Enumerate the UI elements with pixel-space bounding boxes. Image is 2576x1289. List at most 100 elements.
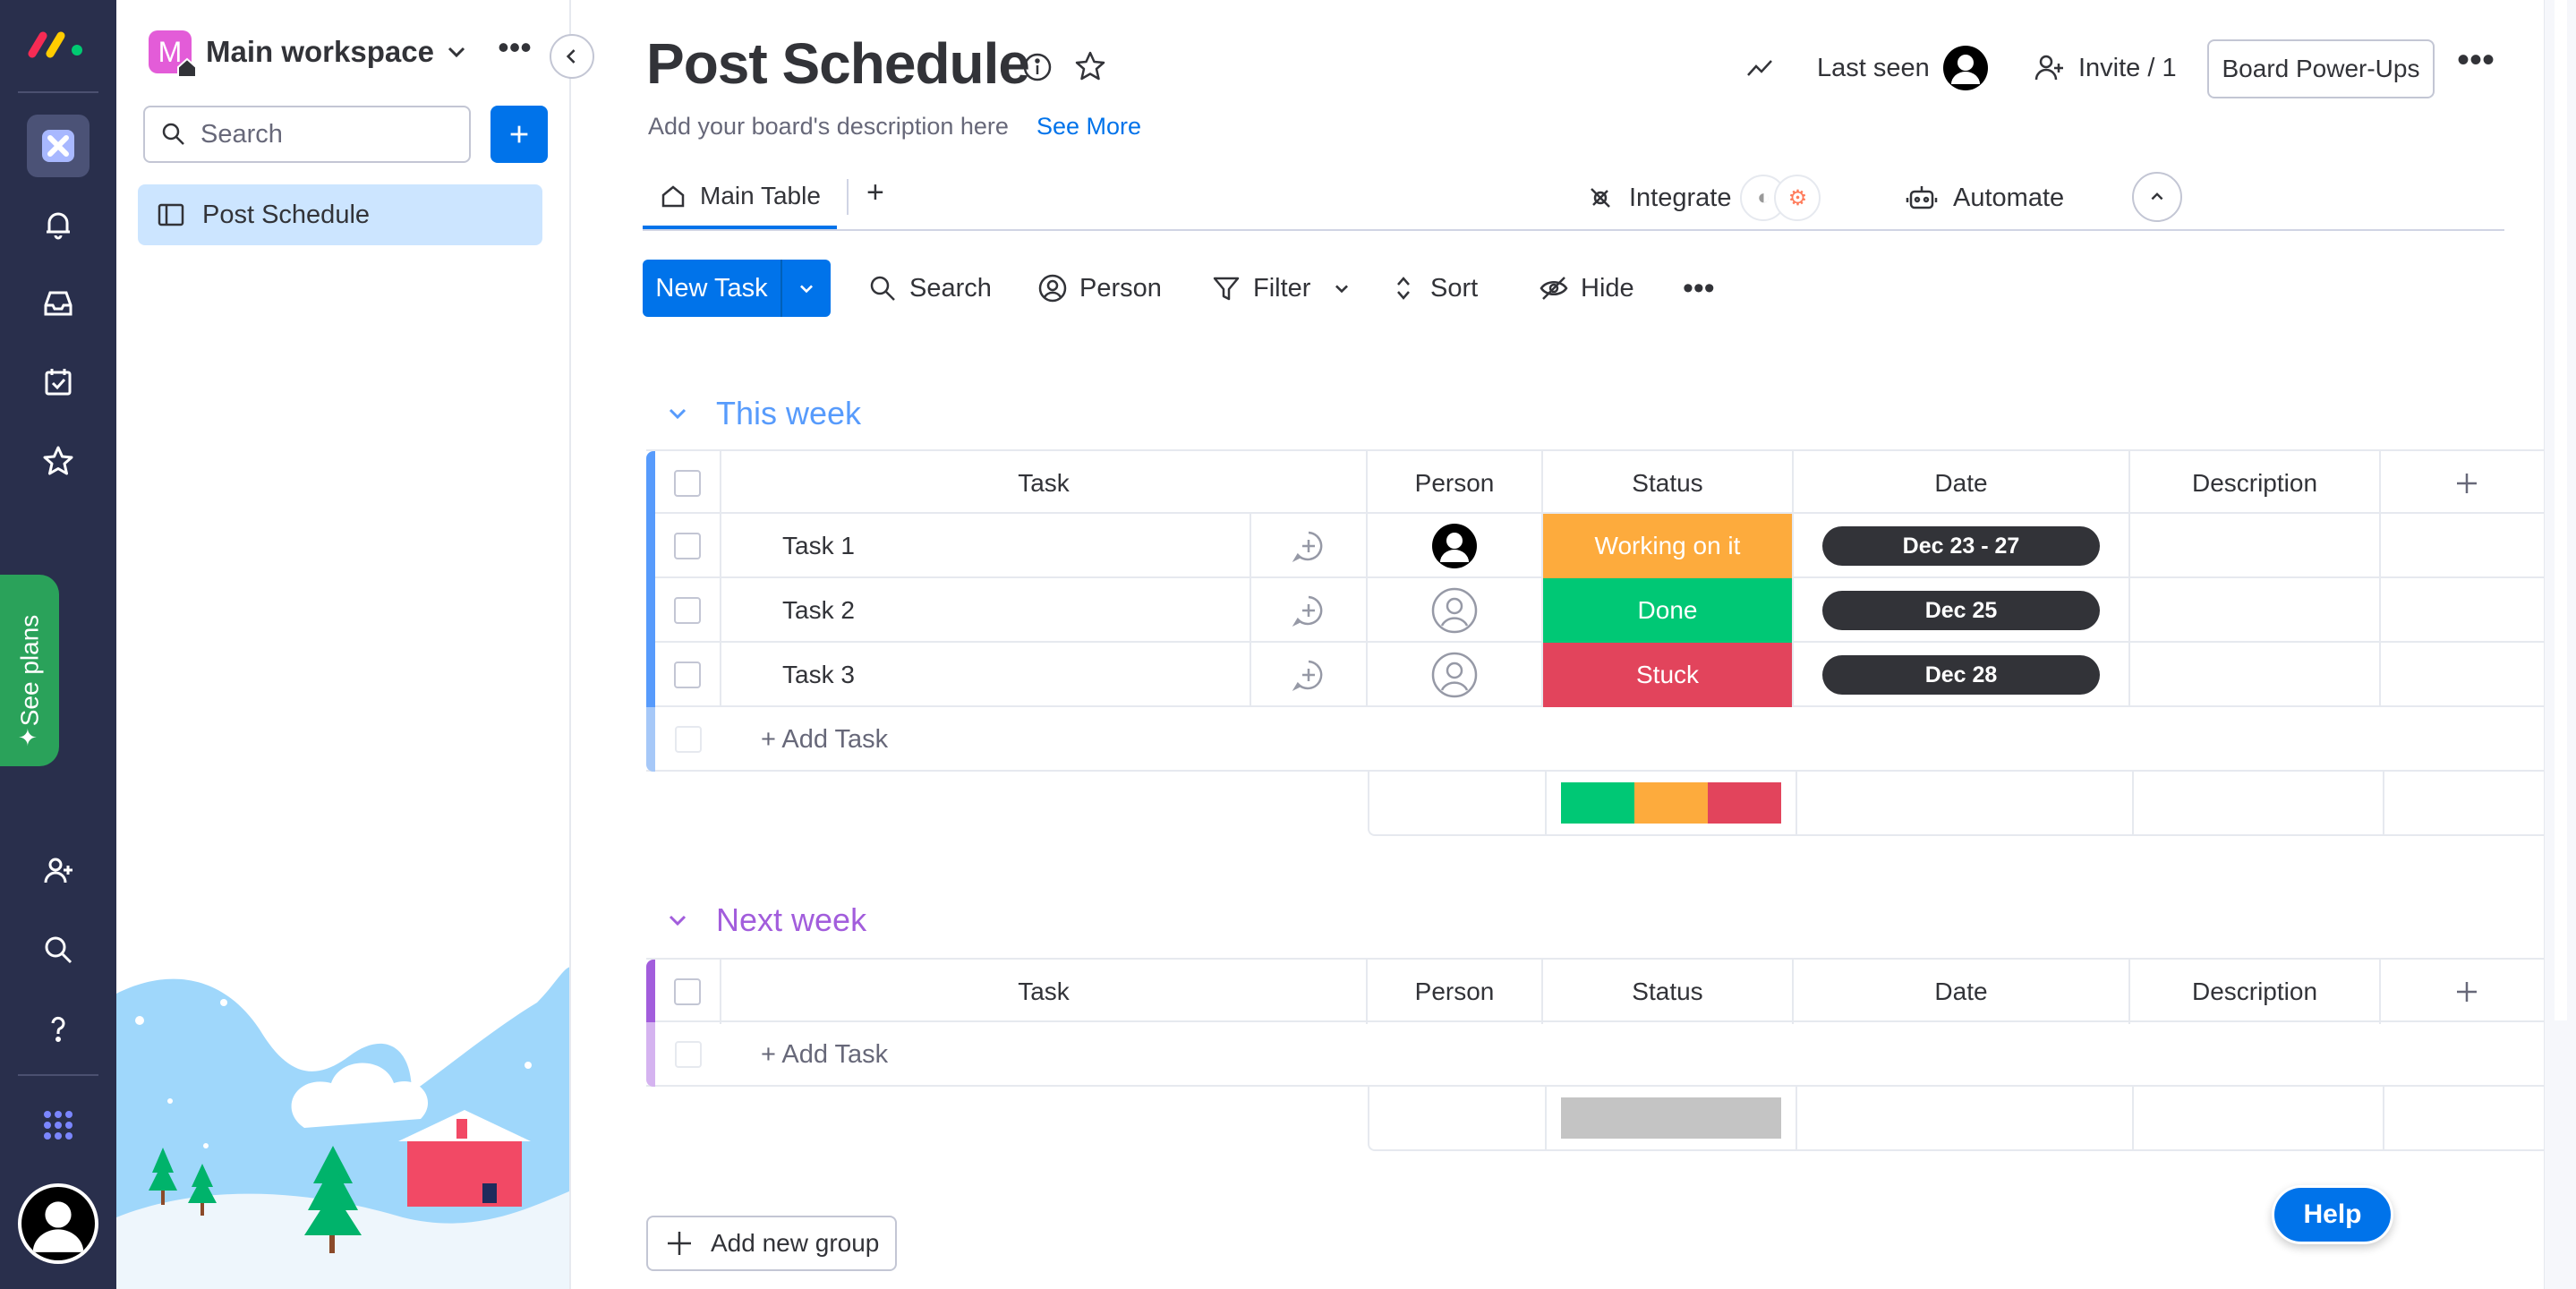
date-cell[interactable]: Dec 25 [1794,578,2130,643]
rail-workspace-button[interactable] [27,115,90,177]
rail-my-work-button[interactable] [27,351,90,414]
description-cell[interactable] [2130,578,2381,643]
select-all-checkbox[interactable] [674,978,701,1005]
new-task-button[interactable]: New Task [643,260,831,317]
date-cell[interactable]: Dec 23 - 27 [1794,514,2130,578]
integrate-button[interactable]: Integrate ◐ ⚙ [1584,175,1821,221]
status-cell[interactable]: Done [1543,578,1794,643]
column-header-description[interactable]: Description [2130,451,2381,516]
page-title[interactable]: Post Schedule [646,31,1030,96]
column-header-description[interactable]: Description [2130,960,2381,1024]
group-title[interactable]: This week [716,395,862,431]
rail-help-button[interactable] [27,997,90,1060]
description-cell[interactable] [2130,643,2381,707]
sort-button[interactable]: Sort [1387,260,1478,317]
hide-button[interactable]: Hide [1538,260,1634,317]
add-column-button[interactable] [2381,451,2553,516]
select-all-checkbox[interactable] [674,470,701,497]
collapse-header-button[interactable] [2132,172,2182,222]
collapse-sidebar-button[interactable] [550,34,594,79]
row-checkbox[interactable] [674,662,701,688]
favorite-star-icon[interactable] [1072,48,1108,84]
sidebar-item-post-schedule[interactable]: Post Schedule [138,184,542,245]
person-filter-button[interactable]: Person [1036,260,1162,317]
add-update-button[interactable] [1251,578,1368,643]
last-seen-label: Last seen [1817,53,1930,82]
search-button[interactable]: Search [866,260,992,317]
column-header-date[interactable]: Date [1794,960,2130,1024]
add-new-group-button[interactable]: Add new group [646,1216,897,1271]
person-cell[interactable] [1368,578,1543,643]
table-header-row: Task Person Status Date Description [646,958,2553,1024]
add-update-button[interactable] [1251,643,1368,707]
add-group-label: Add new group [711,1229,880,1257]
column-header-date[interactable]: Date [1794,451,2130,516]
status-summary-empty[interactable] [1561,1097,1781,1139]
group-title[interactable]: Next week [716,901,867,938]
status-cell[interactable]: Stuck [1543,643,1794,707]
info-icon[interactable] [1020,50,1054,84]
see-more-link[interactable]: See More [1036,113,1142,140]
add-view-button[interactable]: + [866,175,884,209]
table-row: Task 2 Done Dec 25 [646,578,2553,643]
invite-button[interactable]: Invite / 1 [2032,41,2177,95]
tab-main-table[interactable]: Main Table [643,166,837,229]
date-cell[interactable]: Dec 28 [1794,643,2130,707]
calendar-check-icon [45,369,72,396]
board-more-button[interactable]: ••• [2456,40,2495,80]
rail-apps-button[interactable] [27,1094,90,1157]
rail-search-button[interactable] [27,918,90,981]
board-description[interactable]: Add your board's description here [648,113,1009,140]
column-header-person[interactable]: Person [1368,960,1543,1024]
status-summary-bar[interactable] [1561,782,1781,824]
see-plans-button[interactable]: See plans ✦ [0,575,59,766]
column-header-status[interactable]: Status [1543,451,1794,516]
summary-row [1368,772,2553,836]
integrate-label: Integrate [1629,183,1732,212]
monday-logo-icon[interactable] [27,25,90,61]
inbox-icon [44,291,73,316]
add-board-button[interactable] [490,106,548,163]
column-header-person[interactable]: Person [1368,451,1543,516]
column-header-status[interactable]: Status [1543,960,1794,1024]
rail-inbox-button[interactable] [27,272,90,335]
row-checkbox-disabled [675,726,702,753]
add-task-input[interactable]: + Add Task [721,707,1258,772]
add-update-button[interactable] [1251,514,1368,578]
workspace-more-button[interactable]: ••• [498,29,532,65]
board-power-ups-button[interactable]: Board Power-Ups [2207,39,2435,98]
row-checkbox[interactable] [674,597,701,624]
chevron-down-icon[interactable] [439,34,474,70]
group-header-next-week[interactable]: Next week [664,893,866,947]
last-seen-button[interactable]: Last seen [1817,41,1989,95]
toolbar-more-button[interactable]: ••• [1683,270,1715,305]
rail-invite-button[interactable] [27,840,90,902]
activity-button[interactable] [1744,41,1776,95]
person-cell[interactable] [1368,643,1543,707]
rail-notifications-button[interactable] [27,193,90,256]
scrollbar-thumb[interactable] [2555,0,2567,1020]
column-header-task[interactable]: Task [721,451,1368,516]
help-button[interactable]: Help [2272,1185,2393,1244]
group-color-bar [646,578,655,643]
task-name-cell[interactable]: Task 2 [721,578,1251,643]
add-column-button[interactable] [2381,960,2553,1024]
new-task-dropdown[interactable] [780,260,831,317]
row-checkbox[interactable] [674,533,701,559]
filter-button[interactable]: Filter [1210,260,1364,317]
workspace-search-input[interactable]: Search [143,106,471,163]
automate-button[interactable]: Automate [1905,175,2064,220]
plus-icon [668,1232,691,1255]
workspace-selector[interactable]: M Main workspace [149,27,434,78]
person-cell[interactable] [1368,514,1543,578]
user-avatar[interactable] [18,1183,98,1264]
status-cell[interactable]: Working on it [1543,514,1794,578]
add-task-input[interactable]: + Add Task [721,1022,1258,1087]
description-cell[interactable] [2130,514,2381,578]
column-header-task[interactable]: Task [721,960,1368,1024]
task-name-cell[interactable]: Task 1 [721,514,1251,578]
task-name-cell[interactable]: Task 3 [721,643,1251,707]
group-header-this-week[interactable]: This week [664,387,861,440]
select-all-cell [655,960,721,1024]
rail-favorites-button[interactable] [27,430,90,492]
